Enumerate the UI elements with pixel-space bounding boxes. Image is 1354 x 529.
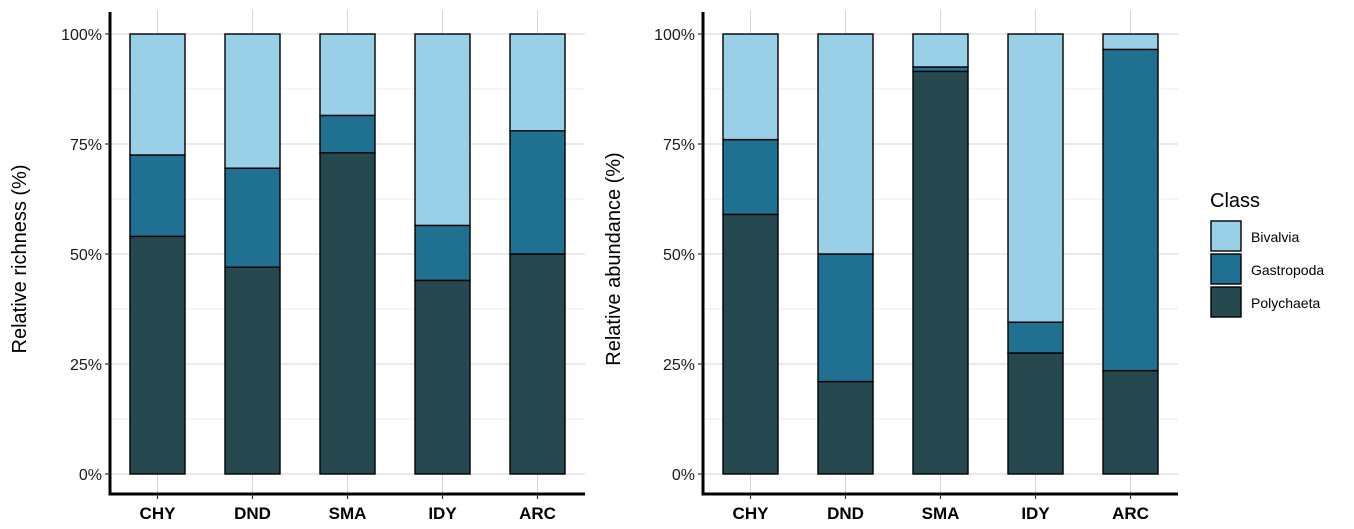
- y-tick-label: 100%: [61, 27, 102, 44]
- y-tick-label: 50%: [663, 247, 695, 264]
- x-tick-label: CHY: [733, 504, 770, 523]
- bar-chy-polychaeta: [722, 213, 779, 475]
- bar-arc-bivalvia: [509, 33, 566, 132]
- bar-idy-gastropoda: [414, 224, 471, 282]
- bar-dnd-gastropoda: [224, 167, 281, 268]
- x-tick-label: DND: [234, 504, 271, 523]
- bar-arc-bivalvia: [1102, 33, 1159, 51]
- y-tick-label: 25%: [70, 357, 102, 374]
- y-tick-label: 0%: [79, 467, 102, 484]
- x-tick-label: ARC: [1112, 504, 1149, 523]
- legend-swatch: [1210, 253, 1242, 285]
- x-tick-label: CHY: [140, 504, 177, 523]
- bar-idy-bivalvia: [1007, 33, 1064, 323]
- panel-1: 0% 25% 50% 75% 100% CHY DND SMA IDY ARC Relative r…: [9, 10, 585, 523]
- bar-idy-gastropoda: [1007, 321, 1064, 354]
- bar-sma-polychaeta: [319, 152, 376, 475]
- legend-title: Class: [1210, 190, 1260, 212]
- y-axis-title: Relative richness (%): [9, 165, 31, 354]
- panel-2: 0% 25% 50% 75% 100% CHY DND SMA IDY ARC Relative a…: [603, 10, 1178, 523]
- bar-chy-bivalvia: [129, 33, 186, 156]
- legend: Class Bivalvia Gastropoda Polychaeta: [1210, 190, 1324, 318]
- y-tick-label: 75%: [663, 137, 695, 154]
- bar-sma-polychaeta: [912, 70, 969, 475]
- y-axis-title: Relative abundance (%): [603, 152, 625, 365]
- legend-swatch: [1210, 220, 1242, 252]
- bar-sma-bivalvia: [319, 33, 376, 117]
- bar-dnd-gastropoda: [817, 253, 874, 383]
- y-tick-label: 25%: [663, 357, 695, 374]
- legend-label: Polychaeta: [1251, 295, 1320, 311]
- x-tick-label: SMA: [922, 504, 960, 523]
- x-tick-label: DND: [827, 504, 864, 523]
- x-tick-label: IDY: [1021, 504, 1050, 523]
- x-tick-label: SMA: [329, 504, 367, 523]
- bar-sma-bivalvia: [912, 33, 969, 68]
- bar-arc-polychaeta: [1102, 369, 1159, 475]
- y-tick-label: 0%: [672, 467, 695, 484]
- bar-chy-gastropoda: [129, 154, 186, 238]
- bar-chy-gastropoda: [722, 138, 779, 216]
- bar-arc-gastropoda: [509, 130, 566, 255]
- legend-item: Polychaeta: [1210, 286, 1320, 318]
- y-tick-label: 75%: [70, 137, 102, 154]
- legend-label: Bivalvia: [1251, 229, 1299, 245]
- x-tick-label: ARC: [519, 504, 556, 523]
- bar-chy-bivalvia: [722, 33, 779, 141]
- legend-item: Bivalvia: [1210, 220, 1299, 252]
- bar-idy-bivalvia: [414, 33, 471, 227]
- legend-swatch: [1210, 286, 1242, 318]
- y-tick-label: 100%: [654, 27, 695, 44]
- legend-item: Gastropoda: [1210, 253, 1324, 285]
- bar-dnd-polychaeta: [224, 266, 281, 475]
- bar-chy-polychaeta: [129, 235, 186, 475]
- bar-idy-polychaeta: [414, 279, 471, 475]
- bar-sma-gastropoda: [319, 114, 376, 154]
- bar-dnd-polychaeta: [817, 380, 874, 475]
- legend-label: Gastropoda: [1251, 262, 1324, 278]
- bar-dnd-bivalvia: [817, 33, 874, 255]
- bar-arc-polychaeta: [509, 253, 566, 475]
- y-tick-label: 50%: [70, 247, 102, 264]
- x-tick-label: IDY: [428, 504, 457, 523]
- bar-arc-gastropoda: [1102, 48, 1159, 372]
- bar-dnd-bivalvia: [224, 33, 281, 169]
- bar-idy-polychaeta: [1007, 352, 1064, 475]
